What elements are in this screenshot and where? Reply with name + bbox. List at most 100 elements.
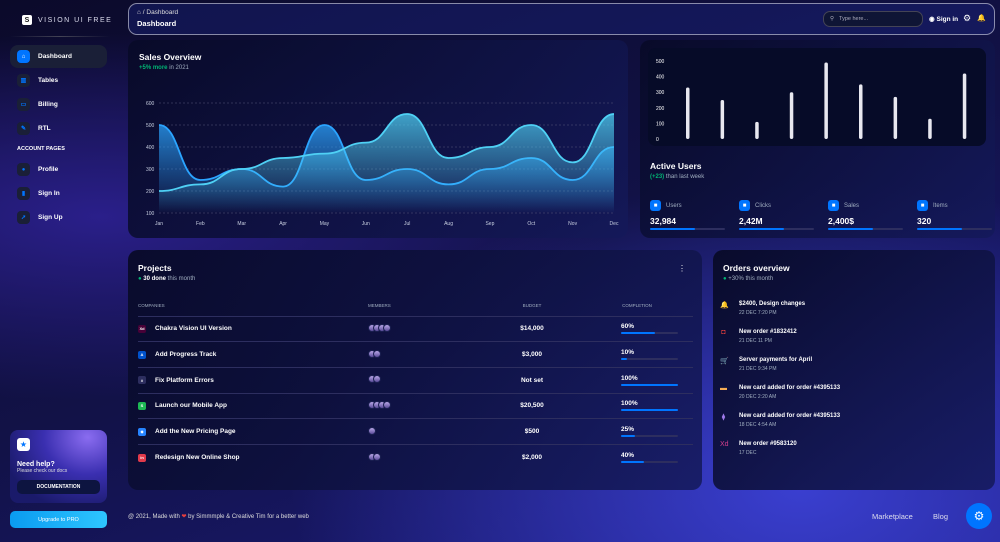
home-icon[interactable]: ⌂ (137, 9, 141, 16)
footer-link-blog[interactable]: Blog (933, 512, 949, 521)
table-row[interactable]: # Fix Platform Errors Not set 100% (138, 367, 693, 394)
user-icon: ◉ (929, 16, 935, 23)
y-tick-label: 400 (146, 145, 155, 151)
avatar[interactable] (373, 375, 381, 384)
sales-overview-card: Sales Overview +5% more in 2021 100 200 30… (128, 40, 628, 238)
active-users-card: 0 100 200 300 400 500 Active Users (+23) than… (640, 40, 995, 238)
xd-icon: Xd (720, 441, 729, 448)
check-icon: ● (138, 276, 142, 282)
bar (928, 118, 932, 139)
order-item: 🛒 Server payments for April 21 DEC 9:34 PM (720, 357, 813, 372)
avatar[interactable] (368, 426, 376, 435)
x-tick-label: May (320, 221, 330, 227)
order-item: ⧫ New card added for order #4395133 18 DEC… (721, 413, 841, 428)
bar (720, 100, 725, 139)
order-item: ▬ New card added for order #4395133 20 DEC… (720, 385, 841, 400)
upgrade-button[interactable]: Upgrade to PRO (10, 511, 107, 528)
avatar[interactable] (383, 323, 391, 332)
company-logo-icon: A (138, 350, 146, 359)
stat-sales: ■ Sales 2,400$ (828, 200, 903, 230)
table-row[interactable]: Xd Chakra Vision UI Version $14,000 60% (138, 316, 693, 343)
series-area-1 (159, 114, 614, 213)
gear-icon: ⚙ (973, 509, 985, 523)
x-tick-label: Jan (155, 221, 163, 227)
bar (755, 121, 759, 139)
logo-icon: S (22, 15, 32, 25)
company-logo-icon: in (138, 453, 146, 462)
card-icon: ▭ (17, 98, 30, 111)
y-tick-label: 300 (656, 90, 665, 96)
completion-value: 100% (621, 400, 638, 408)
table-row[interactable]: in Redesign New Online Shop $2,000 40% (138, 444, 693, 470)
progress-bar (650, 228, 725, 230)
bell-icon[interactable]: 🔔 (977, 15, 986, 22)
table-row[interactable]: A Add Progress Track $3,000 10% (138, 341, 693, 368)
order-item: Xd New order #9583120 17 DEC (720, 441, 797, 456)
document-icon: ▮ (17, 187, 30, 200)
sidebar: S VISION UI FREE ⌂ Dashboard ▥ Tables ▭ Bill… (0, 0, 120, 542)
search-input[interactable]: ⚲ Type here... (823, 11, 923, 27)
heart-icon: ❤ (181, 514, 187, 520)
dropbox-icon: ⧫ (721, 414, 726, 421)
html5-icon: ◘ (721, 329, 726, 336)
bar (893, 96, 898, 139)
x-tick-label: Jun (362, 221, 370, 227)
avatar[interactable] (383, 400, 391, 409)
table-row[interactable]: S Launch our Mobile App $20,500 100% (138, 393, 693, 420)
sidebar-item-sign-up[interactable]: ➚ Sign Up (10, 206, 107, 229)
sales-chart: 100 200 300 400 500 600 Jan Feb Mar Apr May Jun Jul A… (146, 101, 619, 227)
x-tick-label: Mar (237, 221, 246, 227)
x-tick-label: Aug (444, 221, 453, 227)
completion-value: 10% (621, 349, 635, 357)
bell-icon: 🔔 (720, 302, 729, 309)
progress-bar (917, 228, 992, 230)
sidebar-item-rtl[interactable]: ✎ RTL (10, 117, 107, 140)
progress-bar (621, 435, 678, 438)
company-logo-icon: S (138, 401, 146, 410)
avatar[interactable] (373, 349, 381, 358)
projects-table: COMPANIES MEMBERS BUDGET COMPLETION Xd Ch… (138, 296, 693, 470)
sign-in-button[interactable]: ◉ Sign in (929, 16, 959, 23)
stats-row: ■ Users 32,984 ■ Clicks 2,42M ■ Sales 2,400$ ■ Ite… (650, 200, 992, 230)
order-item: ◘ New order #1832412 21 DEC 11 PM (721, 329, 797, 344)
rocket-icon: ➚ (17, 211, 30, 224)
sidebar-item-billing[interactable]: ▭ Billing (10, 93, 107, 116)
progress-bar (621, 383, 678, 386)
bar (686, 87, 690, 139)
documentation-button[interactable]: DOCUMENTATION (17, 480, 100, 494)
progress-bar (621, 358, 678, 361)
y-tick-label: 200 (656, 106, 665, 112)
y-tick-label: 100 (656, 121, 665, 127)
footer-text: @ 2021, Made with ❤ by Simmmple & Creati… (128, 514, 309, 520)
y-tick-label: 500 (656, 59, 665, 65)
table-row[interactable]: ◆ Add the New Pricing Page $500 25% (138, 418, 693, 445)
y-tick-label: 200 (146, 189, 155, 195)
y-tick-label: 400 (656, 75, 665, 81)
x-tick-label: Feb (196, 221, 205, 227)
company-logo-icon: Xd (138, 324, 146, 333)
sidebar-item-dashboard[interactable]: ⌂ Dashboard (10, 45, 107, 68)
chart-icon: ▥ (17, 74, 30, 87)
y-tick-label: 600 (146, 101, 155, 107)
rocket-icon: ■ (739, 200, 750, 211)
brand-logo[interactable]: S VISION UI FREE (22, 15, 112, 25)
wrench-icon: ✎ (17, 122, 30, 135)
sidebar-item-profile[interactable]: ● Profile (10, 158, 107, 181)
more-options-icon[interactable]: ⋮ (678, 264, 686, 273)
x-tick-label: Oct (527, 221, 535, 227)
sidebar-item-tables[interactable]: ▥ Tables (10, 69, 107, 92)
gear-icon[interactable]: ⚙ (963, 13, 972, 23)
progress-bar (739, 228, 814, 230)
x-tick-label: Sep (485, 221, 494, 227)
x-tick-label: Apr (279, 221, 287, 227)
stat-items: ■ Items 320 (917, 200, 992, 230)
y-tick-label: 300 (146, 167, 155, 173)
section-label: ACCOUNT PAGES (17, 146, 65, 152)
sidebar-item-sign-in[interactable]: ▮ Sign In (10, 182, 107, 205)
avatar[interactable] (373, 452, 381, 461)
company-logo-icon: # (138, 376, 146, 385)
help-card: ★ Need help? Please check our docs DOCUM… (10, 430, 107, 503)
footer-link-marketplace[interactable]: Marketplace (872, 512, 913, 521)
settings-fab[interactable]: ⚙ (966, 503, 992, 529)
completion-value: 60% (621, 323, 635, 331)
